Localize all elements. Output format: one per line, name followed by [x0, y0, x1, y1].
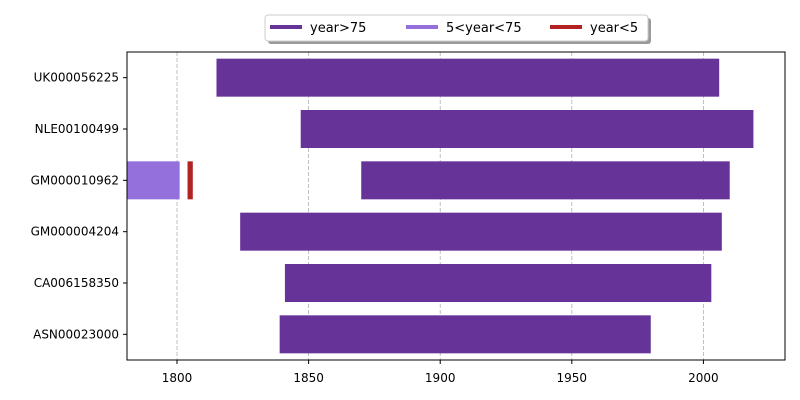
- x-tick-label: 1950: [557, 371, 588, 385]
- grid-lines: [176, 52, 704, 360]
- x-tick-label: 2000: [688, 371, 719, 385]
- legend-label: year>75: [310, 21, 366, 36]
- x-tick-label: 1800: [162, 371, 193, 385]
- coverage-bar: [127, 161, 180, 200]
- coverage-bar: [361, 161, 730, 200]
- bars: [127, 58, 754, 354]
- y-tick-label: GM000010962: [31, 173, 119, 187]
- y-tick-label: CA006158350: [34, 276, 119, 290]
- legend: year>75 5<year<75 year<5: [264, 14, 651, 44]
- legend-label: year<5: [590, 21, 638, 36]
- x-tick-label: 1850: [293, 371, 324, 385]
- coverage-bar: [300, 110, 754, 148]
- x-tick-label: 1900: [425, 371, 456, 385]
- legend-box: [264, 14, 649, 42]
- legend-label: 5<year<75: [446, 21, 522, 36]
- coverage-bar: [240, 212, 722, 251]
- x-axis-ticks: 1800 1850 1900 1950 2000: [162, 360, 719, 385]
- y-axis-ticks: UK000056225 NLE00100499 GM000010962 GM00000…: [31, 71, 127, 341]
- axes-frame: [126, 51, 786, 361]
- y-tick-label: UK000056225: [34, 71, 119, 85]
- coverage-bar: [279, 315, 651, 354]
- coverage-bar: [284, 264, 712, 302]
- y-tick-label: NLE00100499: [35, 122, 119, 136]
- y-tick-label: ASN00023000: [33, 327, 119, 341]
- coverage-bar: [187, 161, 193, 200]
- y-tick-label: GM000004204: [31, 225, 119, 239]
- coverage-bar: [216, 58, 720, 97]
